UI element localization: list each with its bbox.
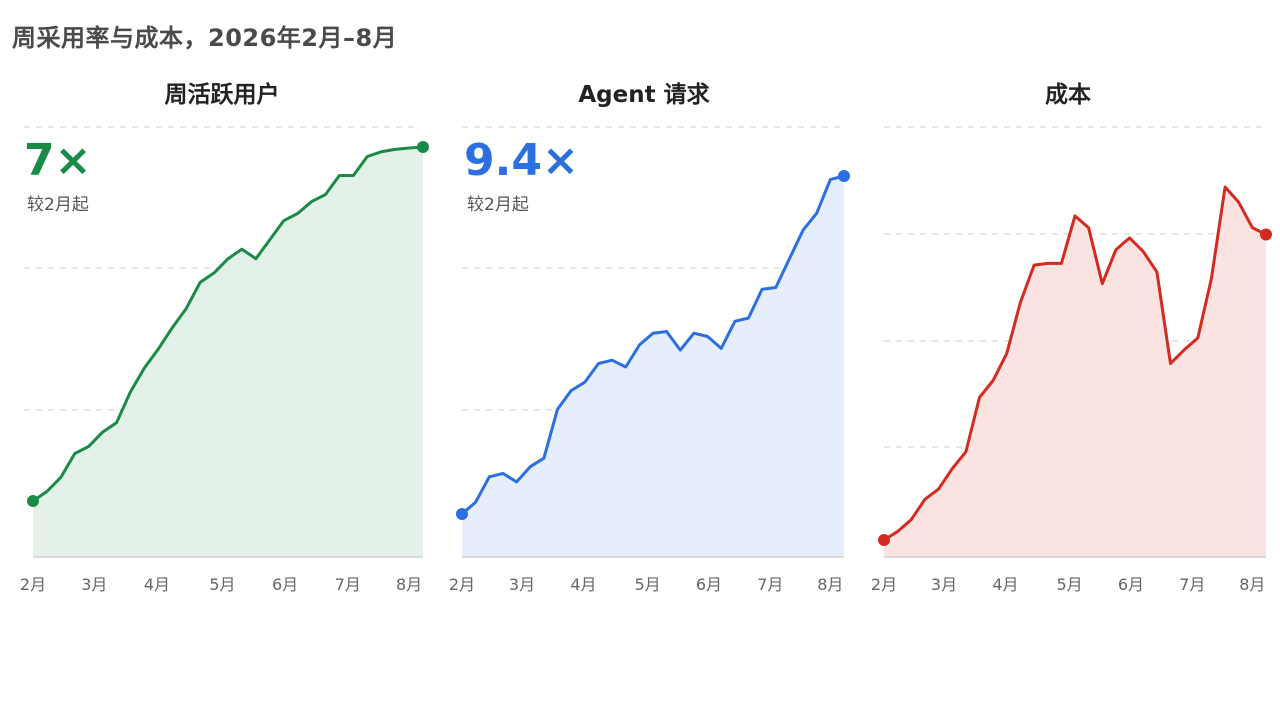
x-tick-label: 4月 [570,575,596,594]
x-tick-label: 8月 [817,575,843,594]
x-tick-label: 2月 [449,575,475,594]
start-point-marker [456,508,468,520]
chart-panel-3: 成本 2月 3月 4月 5月 6月 7月 8月 [871,82,1272,594]
end-point-marker [838,170,850,182]
x-tick-label: 4月 [992,575,1018,594]
chart-title: 周活跃用户 [165,81,280,108]
end-point-marker [1260,229,1272,241]
x-tick-label: 4月 [144,575,170,594]
x-tick-label: 3月 [931,575,957,594]
x-tick-label: 5月 [1056,575,1082,594]
x-tick-label: 3月 [509,575,535,594]
x-tick-label: 2月 [20,575,46,594]
chart-panel-2: Agent 请求 2月 3月 4月 5月 6月 7月 8月 9.4× 较2月起 [449,82,850,594]
stat-caption: 较2月起 [467,195,529,215]
x-tick-label: 7月 [1179,575,1205,594]
x-tick-label: 8月 [396,575,422,594]
series-area [33,147,423,557]
x-tick-label: 2月 [871,575,897,594]
start-point-marker [878,534,890,546]
x-tick-label: 8月 [1239,575,1265,594]
x-tick-label: 7月 [335,575,361,594]
x-tick-label: 6月 [696,575,722,594]
x-tick-label: 3月 [81,575,107,594]
x-tick-label: 6月 [1118,575,1144,594]
end-point-marker [417,141,429,153]
stat-value: 7× [24,135,91,186]
chart-panel-1: 周活跃用户 2月 3月 4月 5月 6月 7月 8月 7× 较2月起 [20,81,429,594]
start-point-marker [27,495,39,507]
stat-value: 9.4× [464,135,579,186]
chart-title: 成本 [1045,82,1091,108]
chart-title: Agent 请求 [578,82,709,108]
x-tick-label: 5月 [209,575,235,594]
series-area [462,176,844,557]
x-tick-label: 5月 [634,575,660,594]
series-area [884,187,1266,557]
stat-caption: 较2月起 [27,195,89,215]
x-tick-label: 6月 [272,575,298,594]
x-tick-label: 7月 [757,575,783,594]
